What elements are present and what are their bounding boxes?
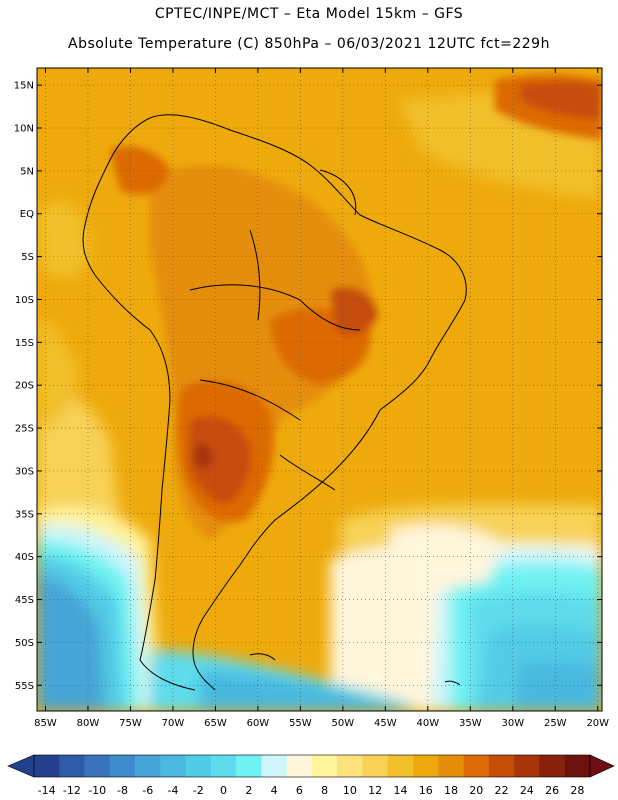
lat-label: 15N — [14, 81, 34, 92]
latitude-labels: 15N 10N 5N EQ 5S 10S 15S 20S 25S 30S 35S 40S 45S 50S 5… — [14, 81, 34, 692]
lon-label: 20W — [586, 718, 609, 729]
lon-label: 40W — [417, 718, 440, 729]
colorbar-swatch — [438, 755, 464, 777]
lon-label: 25W — [544, 718, 567, 729]
lon-label: 50W — [332, 718, 355, 729]
colorbar-swatch — [488, 755, 515, 777]
chart-title-line2: Absolute Temperature (C) 850hPa – 06/03/… — [68, 36, 550, 52]
map-frame — [36, 67, 603, 712]
lon-label: 70W — [162, 718, 185, 729]
colorbar-label: 20 — [469, 784, 483, 797]
colorbar-label: 6 — [296, 784, 303, 797]
colorbar-swatch — [312, 755, 338, 777]
colorbar-swatch — [261, 755, 288, 777]
lat-label: 55S — [15, 681, 34, 692]
colorbar-swatch — [210, 755, 237, 777]
colorbar-label: 16 — [419, 784, 433, 797]
colorbar-label: -4 — [168, 784, 179, 797]
colorbar-swatch — [160, 755, 186, 777]
colorbar-label: -10 — [88, 784, 106, 797]
lat-label: 35S — [15, 509, 34, 520]
lat-label: 25S — [15, 424, 34, 435]
colorbar-label: -12 — [63, 784, 81, 797]
colorbar-swatch — [135, 755, 161, 777]
colorbar-swatch — [387, 755, 414, 777]
colorbar-label: -14 — [38, 784, 56, 797]
colorbar-label: 2 — [245, 784, 252, 797]
colorbar-swatch — [286, 755, 313, 777]
colorbar-label: 24 — [520, 784, 534, 797]
longitude-labels: 85W 80W 75W 70W 65W 60W 55W 50W 45W 40W 35W 30W 25W 2… — [34, 718, 609, 729]
colorbar-label: 28 — [570, 784, 584, 797]
lat-label: 20S — [15, 381, 34, 392]
colorbar-arrow-high — [589, 754, 615, 778]
colorbar-label: 4 — [271, 784, 278, 797]
lat-label: 5N — [20, 166, 34, 177]
colorbar-label: 22 — [495, 784, 509, 797]
lon-label: 85W — [34, 718, 57, 729]
colorbar-swatch — [84, 755, 111, 777]
lon-label: 80W — [77, 718, 100, 729]
lon-label: 55W — [289, 718, 312, 729]
lon-label: 35W — [459, 718, 482, 729]
colorbar-swatch — [539, 755, 566, 777]
colorbar-label: 12 — [368, 784, 382, 797]
colorbar-swatch — [59, 755, 85, 777]
lat-lon-grid — [37, 68, 602, 711]
colorbar-arrow-low — [7, 754, 35, 778]
colorbar-label: 18 — [444, 784, 458, 797]
lat-label: EQ — [20, 209, 34, 220]
colorbar-swatch — [185, 755, 212, 777]
lon-label: 30W — [501, 718, 524, 729]
lon-label: 60W — [247, 718, 270, 729]
colorbar-swatch — [413, 755, 439, 777]
colorbar-swatch — [236, 755, 262, 777]
lat-label: 30S — [15, 466, 34, 477]
colorbar-swatch — [362, 755, 389, 777]
chart-title-line1: CPTEC/INPE/MCT – Eta Model 15km – GFS — [154, 6, 464, 22]
colorbar-swatch — [463, 755, 490, 777]
colorbar-label: -6 — [142, 784, 153, 797]
colorbar-swatch — [34, 755, 60, 777]
colorbar-label: -8 — [117, 784, 128, 797]
lat-label: 5S — [21, 252, 34, 263]
colorbar-swatch — [514, 755, 540, 777]
colorbar: -14 -12 -10 -8 -6 -4 -2 0 2 4 6 8 10 12 14 16 18 20 22 24 26… — [7, 754, 615, 797]
lon-label: 75W — [119, 718, 142, 729]
colorbar-label: 0 — [220, 784, 227, 797]
lat-label: 10S — [15, 295, 34, 306]
colorbar-swatch — [337, 755, 363, 777]
colorbar-label: 26 — [545, 784, 559, 797]
lon-label: 45W — [374, 718, 397, 729]
colorbar-swatch — [109, 755, 136, 777]
lat-label: 50S — [15, 638, 34, 649]
coastline — [82, 114, 467, 691]
lon-label: 65W — [204, 718, 227, 729]
lat-label: 15S — [15, 338, 34, 349]
lat-label: 10N — [14, 124, 34, 135]
colorbar-label: 14 — [393, 784, 407, 797]
colorbar-label: -2 — [193, 784, 204, 797]
lat-label: 40S — [15, 552, 34, 563]
colorbar-label: 10 — [343, 784, 357, 797]
temperature-field — [37, 68, 602, 711]
colorbar-label: 8 — [321, 784, 328, 797]
lat-label: 45S — [15, 595, 34, 606]
colorbar-swatch — [564, 755, 591, 777]
